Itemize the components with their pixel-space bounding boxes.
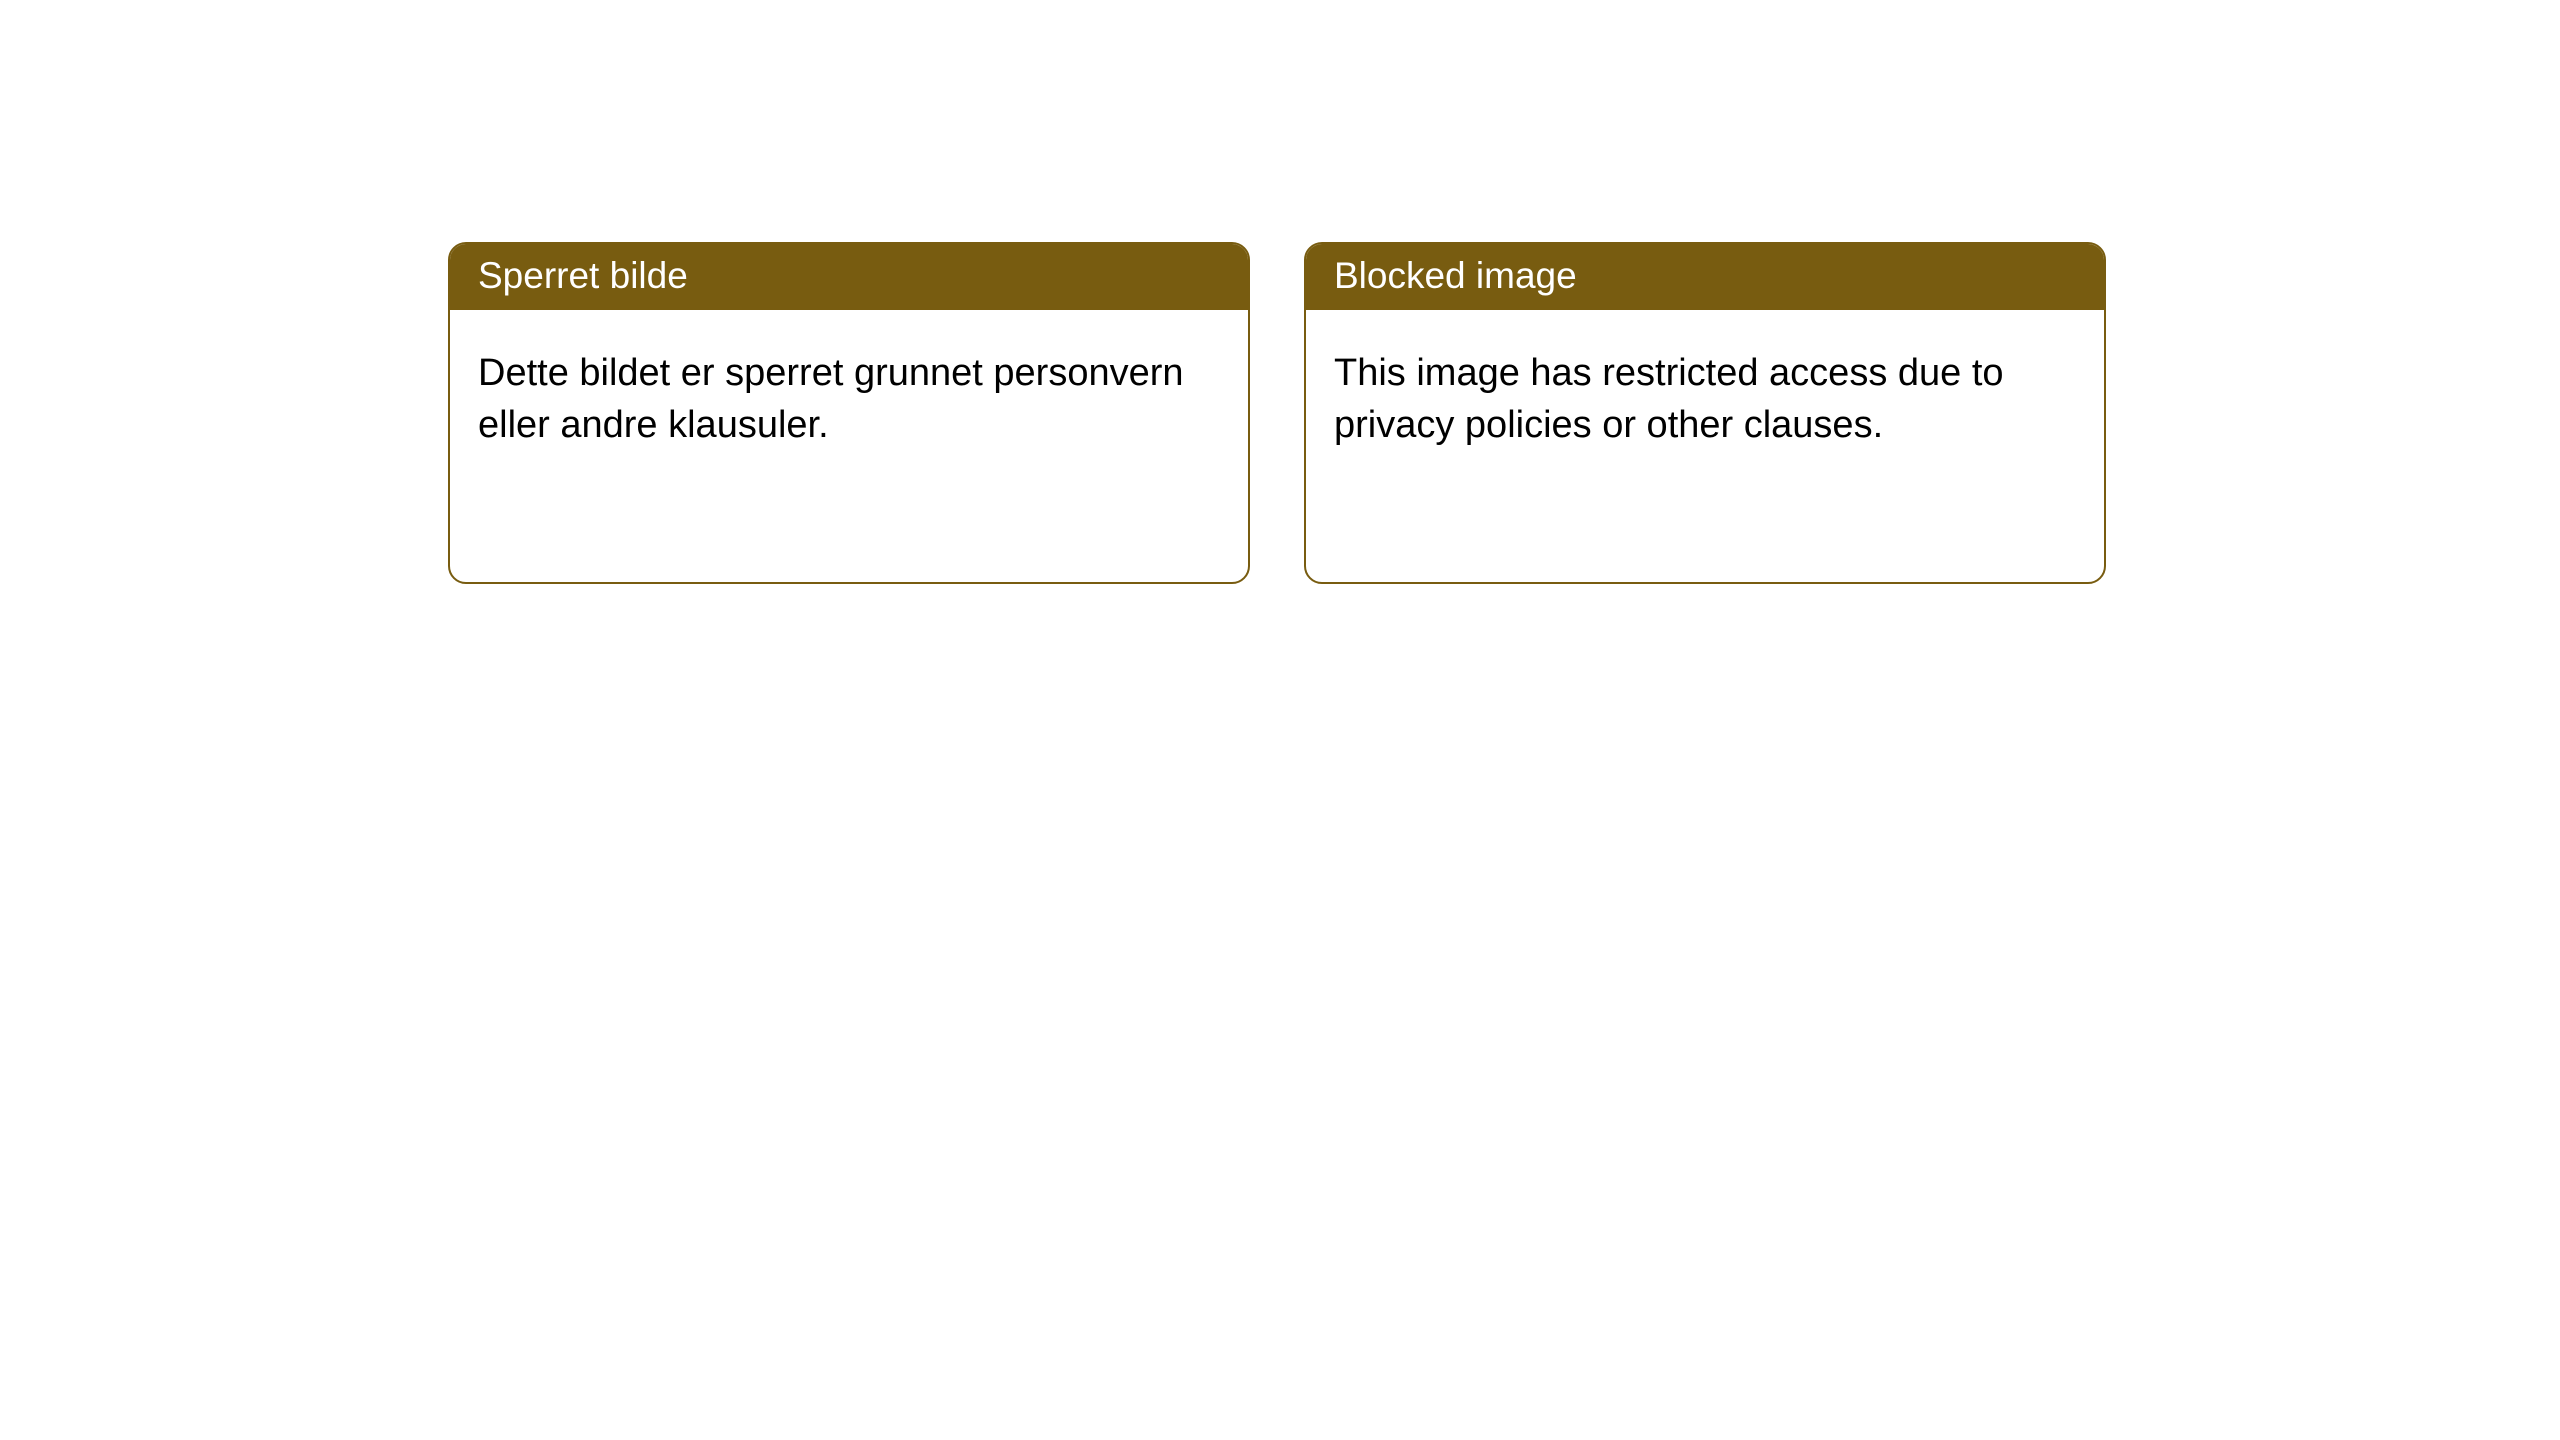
notice-body: Dette bildet er sperret grunnet personve… (450, 310, 1248, 582)
notice-card-english: Blocked image This image has restricted … (1304, 242, 2106, 584)
notice-container: Sperret bilde Dette bildet er sperret gr… (0, 0, 2560, 584)
notice-header: Blocked image (1306, 244, 2104, 310)
notice-body: This image has restricted access due to … (1306, 310, 2104, 582)
notice-header: Sperret bilde (450, 244, 1248, 310)
notice-card-norwegian: Sperret bilde Dette bildet er sperret gr… (448, 242, 1250, 584)
